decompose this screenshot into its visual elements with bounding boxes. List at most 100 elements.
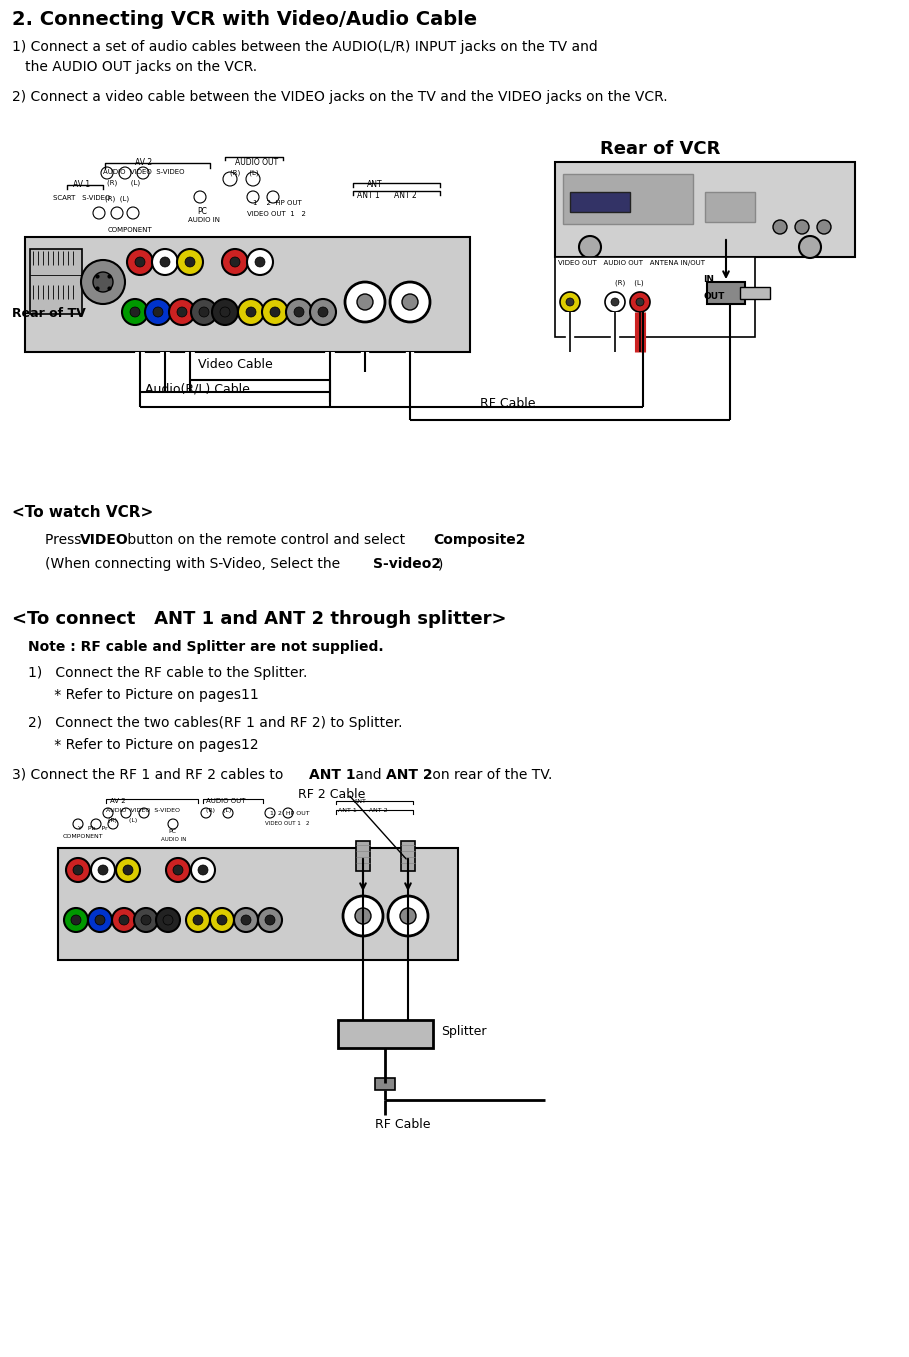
- Circle shape: [185, 256, 195, 267]
- Circle shape: [64, 908, 88, 932]
- Text: SCART   S-VIDEO: SCART S-VIDEO: [53, 195, 110, 201]
- Circle shape: [390, 282, 430, 322]
- Circle shape: [73, 820, 83, 829]
- Text: .: .: [518, 533, 523, 547]
- Circle shape: [156, 908, 180, 932]
- Circle shape: [217, 915, 227, 925]
- Text: IN: IN: [703, 275, 714, 284]
- Circle shape: [135, 256, 145, 267]
- Text: AV 2: AV 2: [135, 157, 152, 167]
- Bar: [356, 841, 370, 871]
- Text: AUDIO IN: AUDIO IN: [188, 217, 220, 223]
- Circle shape: [773, 220, 787, 233]
- Text: AUDIO OUT: AUDIO OUT: [206, 798, 245, 803]
- Circle shape: [795, 220, 809, 233]
- Text: AV 2: AV 2: [110, 798, 125, 803]
- Circle shape: [160, 256, 170, 267]
- Circle shape: [223, 172, 237, 186]
- Circle shape: [294, 307, 304, 318]
- Circle shape: [166, 858, 190, 882]
- Text: VIDEO OUT  1   2: VIDEO OUT 1 2: [247, 210, 305, 217]
- Text: RF Cable: RF Cable: [480, 398, 535, 410]
- Circle shape: [199, 307, 209, 318]
- Circle shape: [103, 807, 113, 818]
- Circle shape: [108, 820, 118, 829]
- Text: Composite2: Composite2: [433, 533, 525, 547]
- Text: ANT 1      ANT 2: ANT 1 ANT 2: [357, 191, 416, 199]
- Circle shape: [566, 299, 574, 305]
- Circle shape: [388, 896, 428, 936]
- Text: (R)    (L): (R) (L): [230, 170, 259, 175]
- Bar: [338, 1020, 433, 1048]
- Circle shape: [560, 292, 580, 312]
- Bar: [555, 256, 755, 337]
- Circle shape: [81, 261, 125, 304]
- Text: ANT 1      ANT 2: ANT 1 ANT 2: [338, 807, 387, 813]
- Circle shape: [258, 908, 282, 932]
- Circle shape: [173, 864, 183, 875]
- Text: ANT: ANT: [354, 799, 367, 803]
- Text: Rear of TV: Rear of TV: [12, 307, 85, 320]
- Circle shape: [247, 248, 273, 275]
- Bar: [705, 191, 755, 223]
- Text: (R)      (L): (R) (L): [108, 818, 137, 822]
- Text: PC: PC: [197, 208, 207, 216]
- Text: <To connect   ANT 1 and ANT 2 through splitter>: <To connect ANT 1 and ANT 2 through spli…: [12, 611, 506, 628]
- Bar: [740, 286, 770, 299]
- Circle shape: [71, 915, 81, 925]
- Text: AUDIO IN: AUDIO IN: [161, 837, 186, 841]
- Circle shape: [101, 167, 113, 179]
- Text: AUDIO  VIDEO  S-VIDEO: AUDIO VIDEO S-VIDEO: [103, 170, 185, 175]
- Circle shape: [265, 915, 275, 925]
- Circle shape: [270, 307, 280, 318]
- Circle shape: [222, 248, 248, 275]
- Circle shape: [191, 299, 217, 324]
- Text: * Refer to Picture on pages11: * Refer to Picture on pages11: [28, 688, 259, 702]
- Circle shape: [95, 915, 105, 925]
- Circle shape: [318, 307, 328, 318]
- Text: COMPONENT: COMPONENT: [63, 835, 104, 839]
- Circle shape: [111, 208, 123, 218]
- Text: ANT 2: ANT 2: [386, 768, 433, 782]
- Text: Note : RF cable and Splitter are not supplied.: Note : RF cable and Splitter are not sup…: [28, 641, 384, 654]
- Circle shape: [119, 167, 131, 179]
- Circle shape: [210, 908, 234, 932]
- Circle shape: [137, 167, 149, 179]
- Text: (R)  (L): (R) (L): [105, 195, 129, 201]
- Text: Rear of VCR: Rear of VCR: [600, 140, 720, 157]
- Circle shape: [220, 307, 230, 318]
- Text: (R)    (L): (R) (L): [615, 280, 644, 285]
- Text: VIDEO OUT   AUDIO OUT   ANTENA IN/OUT: VIDEO OUT AUDIO OUT ANTENA IN/OUT: [558, 261, 705, 266]
- Circle shape: [123, 864, 133, 875]
- Circle shape: [168, 820, 178, 829]
- Text: ): ): [438, 556, 444, 571]
- Circle shape: [230, 256, 240, 267]
- Text: 2) Connect a video cable between the VIDEO jacks on the TV and the VIDEO jacks o: 2) Connect a video cable between the VID…: [12, 90, 667, 104]
- Text: * Refer to Picture on pages12: * Refer to Picture on pages12: [28, 738, 259, 752]
- Circle shape: [286, 299, 312, 324]
- Circle shape: [127, 248, 153, 275]
- Text: VIDEO OUT 1   2: VIDEO OUT 1 2: [265, 821, 309, 826]
- Circle shape: [93, 208, 105, 218]
- Circle shape: [246, 172, 260, 186]
- Text: Splitter: Splitter: [441, 1025, 486, 1038]
- Circle shape: [238, 299, 264, 324]
- Circle shape: [130, 307, 140, 318]
- Circle shape: [799, 236, 821, 258]
- Text: PC: PC: [168, 829, 176, 835]
- Circle shape: [169, 299, 195, 324]
- Bar: [401, 841, 415, 871]
- Circle shape: [119, 915, 129, 925]
- Circle shape: [91, 820, 101, 829]
- Text: 2)   Connect the two cables(RF 1 and RF 2) to Splitter.: 2) Connect the two cables(RF 1 and RF 2)…: [28, 716, 403, 730]
- Text: 1  2  HP OUT: 1 2 HP OUT: [270, 811, 310, 816]
- Circle shape: [201, 807, 211, 818]
- Text: (When connecting with S-Video, Select the: (When connecting with S-Video, Select th…: [45, 556, 345, 571]
- Text: Press: Press: [45, 533, 85, 547]
- Bar: [563, 174, 693, 224]
- Text: ANT: ANT: [367, 180, 383, 189]
- Text: 1) Connect a set of audio cables between the AUDIO(L/R) INPUT jacks on the TV an: 1) Connect a set of audio cables between…: [12, 39, 598, 54]
- Text: 1    2  HP OUT: 1 2 HP OUT: [253, 199, 302, 206]
- Circle shape: [262, 299, 288, 324]
- Circle shape: [345, 282, 385, 322]
